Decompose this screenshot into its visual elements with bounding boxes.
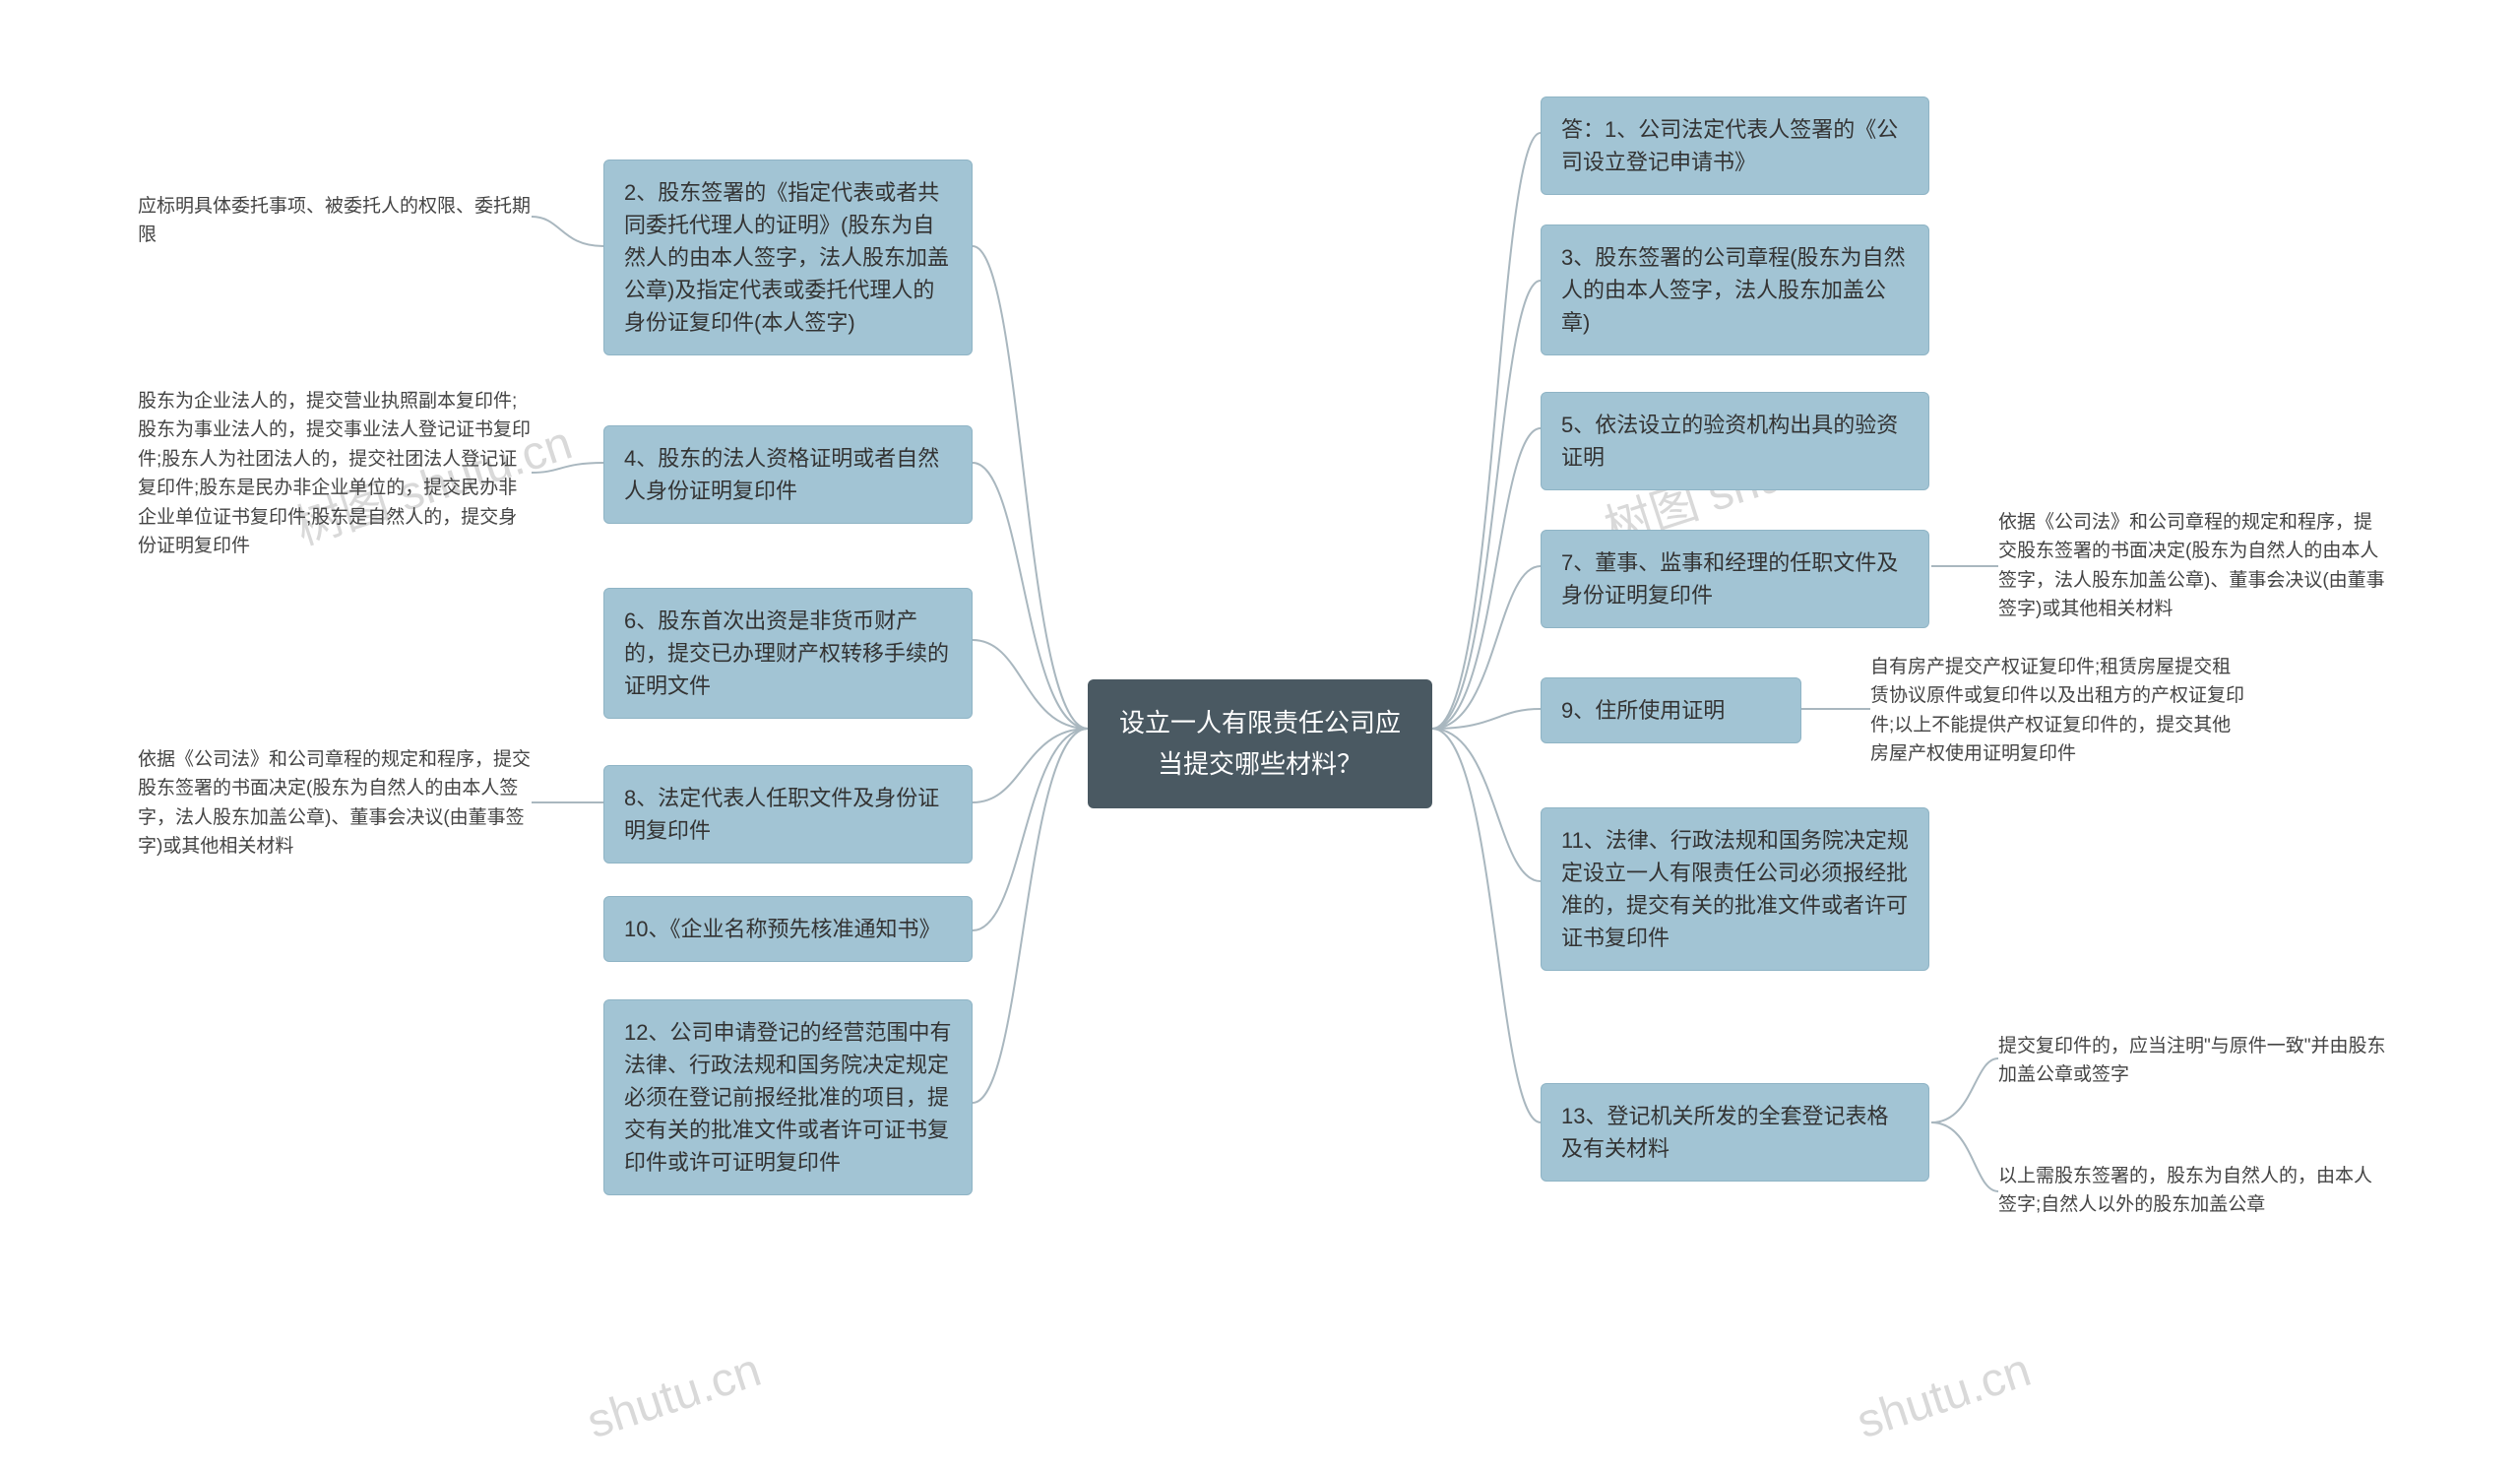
- branch-r11: 11、法律、行政法规和国务院决定规定设立一人有限责任公司必须报经批准的，提交有关…: [1541, 807, 1929, 971]
- leaf-l8: 依据《公司法》和公司章程的规定和程序，提交股东签署的书面决定(股东为自然人的由本…: [138, 745, 532, 862]
- branch-r9-text: 9、住所使用证明: [1561, 698, 1725, 723]
- branch-l12-text: 12、公司申请登记的经营范围中有法律、行政法规和国务院决定规定必须在登记前报经批…: [624, 1020, 951, 1175]
- branch-r13-text: 13、登记机关所发的全套登记表格及有关材料: [1561, 1104, 1888, 1161]
- branch-r7-text: 7、董事、监事和经理的任职文件及身份证明复印件: [1561, 550, 1898, 608]
- branch-r13: 13、登记机关所发的全套登记表格及有关材料: [1541, 1083, 1929, 1182]
- branch-l10: 10、《企业名称预先核准通知书》: [603, 896, 973, 962]
- leaf-l4: 股东为企业法人的，提交营业执照副本复印件;股东为事业法人的，提交事业法人登记证书…: [138, 387, 532, 561]
- watermark: shutu.cn: [1851, 1343, 2038, 1449]
- branch-r3: 3、股东签署的公司章程(股东为自然人的由本人签字，法人股东加盖公章): [1541, 224, 1929, 355]
- leaf-l2: 应标明具体委托事项、被委托人的权限、委托期限: [138, 192, 532, 250]
- branch-r11-text: 11、法律、行政法规和国务院决定规定设立一人有限责任公司必须报经批准的，提交有关…: [1561, 828, 1909, 950]
- branch-l12: 12、公司申请登记的经营范围中有法律、行政法规和国务院决定规定必须在登记前报经批…: [603, 999, 973, 1195]
- branch-r5: 5、依法设立的验资机构出具的验资证明: [1541, 392, 1929, 490]
- branch-r5-text: 5、依法设立的验资机构出具的验资证明: [1561, 413, 1898, 470]
- branch-l8: 8、法定代表人任职文件及身份证明复印件: [603, 765, 973, 864]
- branch-l6-text: 6、股东首次出资是非货币财产的，提交已办理财产权转移手续的证明文件: [624, 608, 949, 698]
- branch-r1: 答：1、公司法定代表人签署的《公司设立登记申请书》: [1541, 96, 1929, 195]
- branch-l2: 2、股东签署的《指定代表或者共同委托代理人的证明》(股东为自然人的由本人签字，法…: [603, 160, 973, 355]
- branch-l8-text: 8、法定代表人任职文件及身份证明复印件: [624, 786, 939, 843]
- watermark: shutu.cn: [581, 1343, 768, 1449]
- branch-r1-text: 答：1、公司法定代表人签署的《公司设立登记申请书》: [1561, 117, 1898, 174]
- branch-l10-text: 10、《企业名称预先核准通知书》: [624, 917, 940, 941]
- branch-l2-text: 2、股东签署的《指定代表或者共同委托代理人的证明》(股东为自然人的由本人签字，法…: [624, 180, 949, 335]
- branch-r3-text: 3、股东签署的公司章程(股东为自然人的由本人签字，法人股东加盖公章): [1561, 245, 1906, 335]
- branch-r9: 9、住所使用证明: [1541, 677, 1801, 743]
- branch-l4-text: 4、股东的法人资格证明或者自然人身份证明复印件: [624, 446, 939, 503]
- leaf-r13b: 以上需股东签署的，股东为自然人的，由本人签字;自然人以外的股东加盖公章: [1998, 1162, 2387, 1220]
- branch-r7: 7、董事、监事和经理的任职文件及身份证明复印件: [1541, 530, 1929, 628]
- leaf-r13a: 提交复印件的，应当注明"与原件一致"并由股东加盖公章或签字: [1998, 1032, 2387, 1090]
- leaf-r7: 依据《公司法》和公司章程的规定和程序，提交股东签署的书面决定(股东为自然人的由本…: [1998, 508, 2387, 624]
- leaf-r9: 自有房产提交产权证复印件;租赁房屋提交租赁协议原件或复印件以及出租方的产权证复印…: [1870, 653, 2244, 769]
- branch-l6: 6、股东首次出资是非货币财产的，提交已办理财产权转移手续的证明文件: [603, 588, 973, 719]
- branch-l4: 4、股东的法人资格证明或者自然人身份证明复印件: [603, 425, 973, 524]
- center-node: 设立一人有限责任公司应 当提交哪些材料？: [1088, 679, 1432, 808]
- center-text: 设立一人有限责任公司应 当提交哪些材料？: [1119, 708, 1401, 779]
